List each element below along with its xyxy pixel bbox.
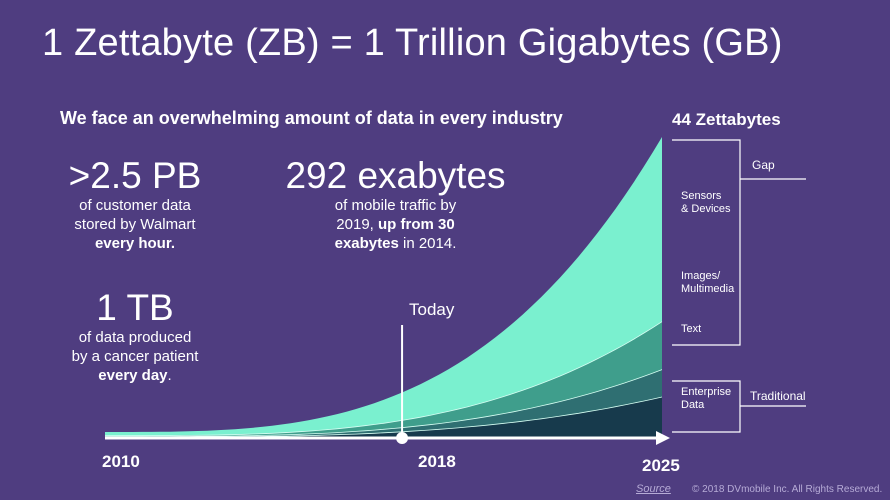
stat-mobile-line3-bold: exabytes [334,235,399,252]
legend-enterprise-line2: Data [681,399,705,411]
slide-subtitle: We face an overwhelming amount of data i… [60,108,563,128]
stat-mobile-line2-plain: 2019, [336,216,379,233]
stat-mobile-value: 292 exabytes [285,155,506,196]
gap-bracket [672,139,741,346]
legend-sensors-line2: & Devices [681,203,731,215]
stat-cancer-line3-plain: . [167,367,172,384]
divider-sensors-images [105,321,663,437]
area-enterprise-data [105,397,662,438]
legend-images-line2: Multimedia [681,283,735,295]
stat-walmart-line3: every hour. [94,235,176,252]
area-images-multimedia [105,321,662,437]
x-tick-2010: 2010 [102,452,140,471]
legend-sensors-devices: Sensors & Devices [681,190,731,216]
today-marker-dot [396,432,409,444]
stat-walmart-value: >2.5 PB [68,155,202,196]
copyright-notice: © 2018 DVmobile Inc. All Rights Reserved… [692,484,883,495]
peak-value-label: 44 Zettabytes [672,110,781,129]
stat-cancer-value: 1 TB [96,287,174,328]
legend-enterprise-data: Enterprise Data [681,386,731,412]
stat-mobile-line1: of mobile traffic by [334,197,457,214]
stat-mobile-line3-plain: in 2014. [398,235,457,252]
slide-title: 1 Zettabyte (ZB) = 1 Trillion Gigabytes … [42,22,783,64]
x-tick-2025: 2025 [642,456,680,475]
group-label-gap: Gap [752,158,775,172]
legend-enterprise-line1: Enterprise [681,386,732,398]
x-axis-arrow [656,431,670,445]
stat-cancer-line3-bold: every day [98,367,168,384]
area-sensors-devices [105,137,662,436]
legend-images-line1: Images/ [681,270,721,282]
stat-cancer: 1 TB of data produced by a cancer patien… [50,288,220,385]
stat-cancer-line1: of data produced [78,329,192,346]
today-label: Today [409,300,455,319]
stat-cancer-line2: by a cancer patient [71,348,199,365]
group-label-traditional: Traditional [750,389,806,403]
legend-sensors-line1: Sensors [681,190,722,202]
stat-mobile-line2-bold: up from 30 [378,216,455,233]
area-text [105,369,662,438]
stat-walmart-line1: of customer data [79,197,191,214]
legend-images-multimedia: Images/ Multimedia [681,270,734,296]
stat-walmart: >2.5 PB of customer data stored by Walma… [50,156,220,253]
legend-text: Text [681,323,702,335]
source-link[interactable]: Source [636,483,671,495]
divider-images-text [105,369,663,437]
stat-mobile: 292 exabytes of mobile traffic by 2019, … [268,156,523,253]
x-tick-2018: 2018 [418,452,456,471]
stat-walmart-line2: stored by Walmart [74,216,196,233]
